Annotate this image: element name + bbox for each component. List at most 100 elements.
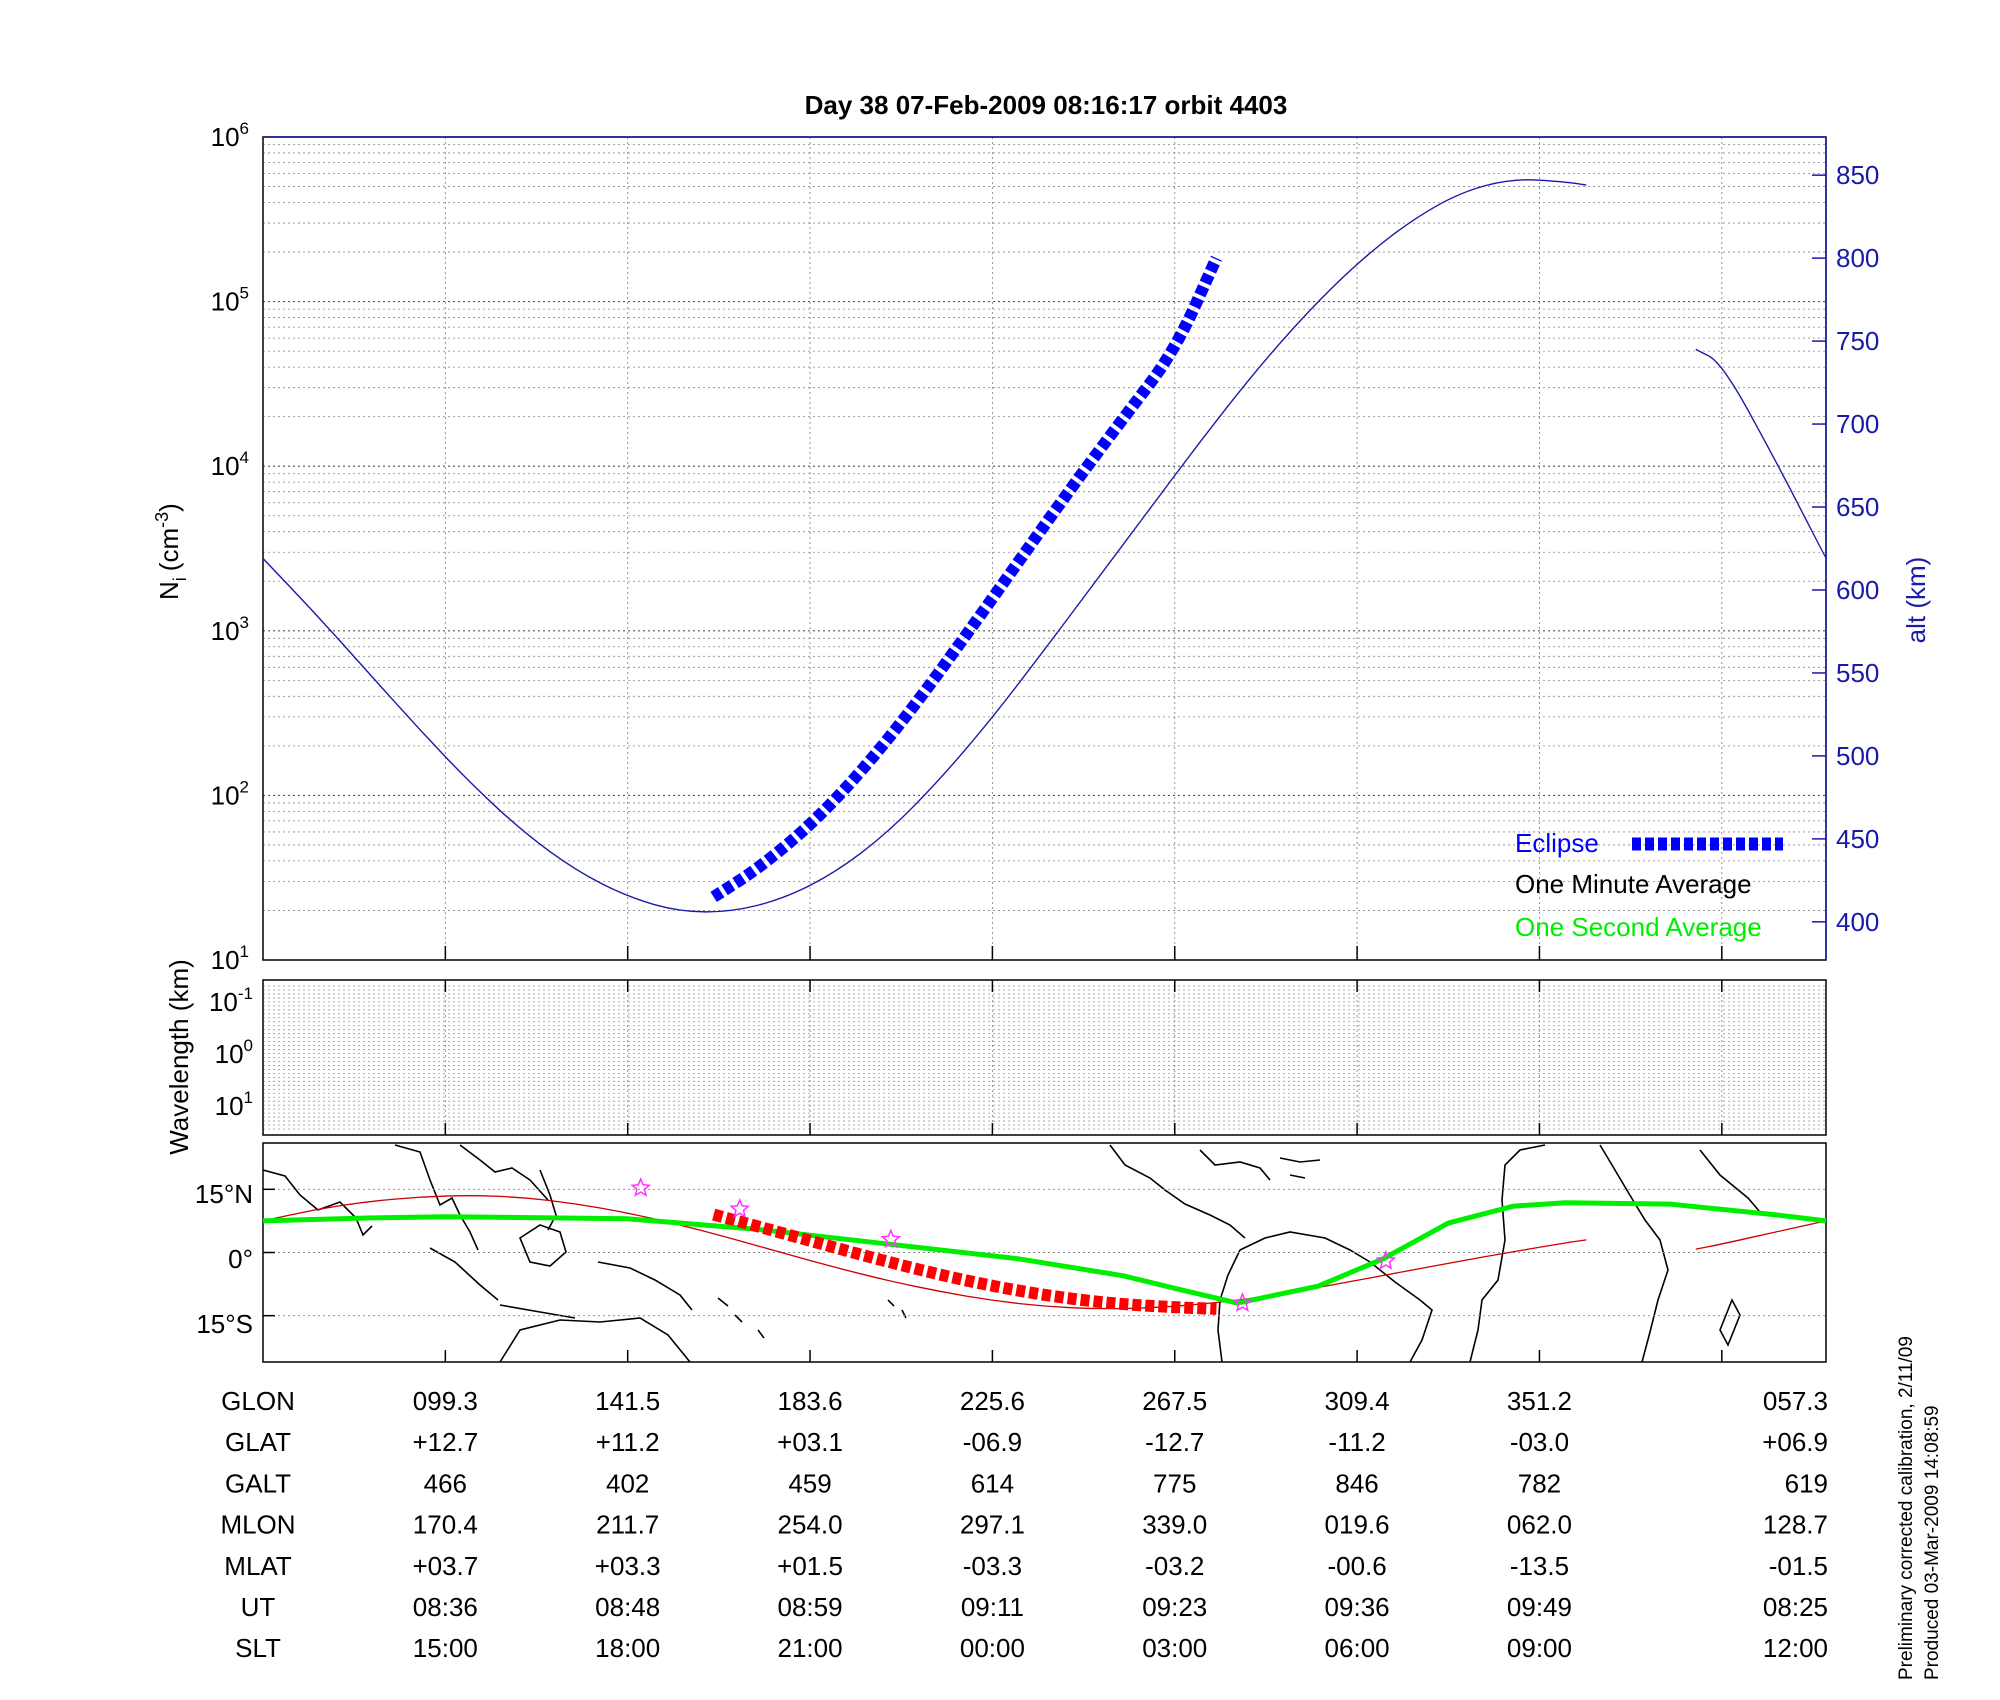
coastline-india: [262, 1169, 373, 1237]
table-cell: 170.4: [413, 1510, 478, 1540]
wavelength-plot-frame: [262, 979, 1827, 1136]
table-cell: +06.9: [1762, 1427, 1828, 1457]
ylabel-n: N: [154, 581, 184, 600]
table-row-label: UT: [241, 1592, 276, 1622]
table-cell: -03.3: [963, 1551, 1022, 1581]
y2-tick-label: 500: [1836, 741, 1879, 771]
table-cell: 08:48: [595, 1592, 660, 1622]
table-cell: -06.9: [963, 1427, 1022, 1457]
table-cell: 06:00: [1325, 1633, 1390, 1663]
coastlines: [262, 1144, 1761, 1363]
map-tick-15n: 15°N: [195, 1179, 253, 1209]
coastline-china: [459, 1144, 549, 1201]
y2-tick-label: 700: [1836, 409, 1879, 439]
map-series: [262, 1177, 1827, 1315]
wavelength-ticks: 10-1 100 101: [209, 984, 253, 1121]
table-cell: 08:25: [1763, 1592, 1828, 1622]
legend-one-minute-label: One Minute Average: [1515, 869, 1752, 899]
table-cell: 03:00: [1142, 1633, 1207, 1663]
one-second-line: [262, 1200, 1827, 1306]
density-panel: 101 102 103 104 105 106 400 450 500 550 600 650 700…: [152, 119, 1931, 975]
table-cell: 128.7: [1763, 1510, 1828, 1540]
coastline-islands: [717, 1297, 907, 1339]
y-tick-label: 101: [211, 942, 249, 975]
table-cell: 08:36: [413, 1592, 478, 1622]
altitude-line: [1695, 348, 1827, 559]
table-cell: 211.7: [596, 1510, 659, 1540]
coastline-new-guinea: [597, 1261, 693, 1311]
star-marker: [1232, 1292, 1253, 1312]
coastline-madagascar: [1719, 1298, 1741, 1347]
coastline-caribbean: [1279, 1157, 1321, 1179]
footnote-calibration: Preliminary corrected calibration, 2/11/…: [1896, 1336, 1917, 1680]
wavelength-panel: 10-1 100 101 Wavelength (km): [164, 959, 1827, 1155]
table-cell: 00:00: [960, 1633, 1025, 1663]
table-row-label: MLON: [220, 1510, 295, 1540]
ephemeris-table: GLON 099.3 141.5 183.6 225.6 267.5 309.4 351.2 0…: [220, 1386, 1828, 1663]
table-cell: -03.2: [1145, 1551, 1204, 1581]
left-axis-ticks: 101 102 103 104 105 106: [211, 119, 249, 975]
table-cell: 351.2: [1507, 1386, 1572, 1416]
table-cell: 09:23: [1142, 1592, 1207, 1622]
table-row-label: GALT: [225, 1468, 291, 1498]
star-marker: [729, 1198, 751, 1218]
ylabel-sub: i: [170, 577, 190, 581]
ylabel-close: ): [154, 503, 184, 512]
orbit-track-line: [1695, 1220, 1827, 1250]
table-cell: -01.5: [1769, 1551, 1828, 1581]
coastline-indochina: [394, 1144, 479, 1251]
table-cell: -12.7: [1145, 1427, 1204, 1457]
table-cell: 846: [1335, 1468, 1378, 1498]
chart-title: Day 38 07-Feb-2009 08:16:17 orbit 4403: [805, 90, 1288, 120]
table-cell: 183.6: [778, 1386, 843, 1416]
table-cell: 775: [1153, 1468, 1196, 1498]
table-cell: 309.4: [1325, 1386, 1390, 1416]
table-cell: 254.0: [778, 1510, 843, 1540]
coastline-north-america: [1109, 1144, 1246, 1239]
y2-tick-label: 650: [1836, 492, 1879, 522]
altitude-line: [262, 179, 1587, 913]
table-cell: 09:36: [1325, 1592, 1390, 1622]
ylabel-density: Ni (cm-3): [152, 503, 190, 600]
table-cell: 057.3: [1763, 1386, 1828, 1416]
table-cell: +03.7: [412, 1551, 478, 1581]
wavelength-tick-1: 10-1: [209, 984, 253, 1017]
coastline-mexico: [1199, 1149, 1271, 1181]
table-cell: +11.2: [596, 1427, 660, 1457]
footnote-produced: Produced 03-Mar-2009 14:08:59: [1922, 1405, 1943, 1680]
legend-one-second-label: One Second Average: [1515, 912, 1762, 942]
table-cell: 18:00: [595, 1633, 660, 1663]
ylabel-wavelength: Wavelength (km): [164, 959, 194, 1155]
map-grid: [263, 1188, 1826, 1362]
y-tick-label: 103: [211, 613, 249, 646]
table-cell: 614: [971, 1468, 1014, 1498]
table-cell: 09:11: [961, 1592, 1024, 1622]
table-cell: 267.5: [1142, 1386, 1207, 1416]
star-marker: [880, 1228, 902, 1249]
table-cell: 402: [606, 1468, 649, 1498]
y2-tick-label: 850: [1836, 160, 1879, 190]
y2-tick-label: 450: [1836, 824, 1879, 854]
table-cell: 466: [424, 1468, 467, 1498]
coastline-borneo: [519, 1224, 567, 1267]
table-cell: 297.1: [960, 1510, 1025, 1540]
y-tick-label: 105: [211, 284, 249, 317]
coastline-sumatra: [429, 1247, 499, 1301]
table-cell: 21:00: [778, 1633, 843, 1663]
star-marker: [630, 1177, 652, 1197]
orbit-track-line: [262, 1195, 1587, 1310]
table-row-label: GLAT: [225, 1427, 291, 1457]
y2-tick-label: 750: [1836, 326, 1879, 356]
density-series: [262, 179, 1827, 913]
table-cell: 141.5: [595, 1386, 660, 1416]
wavelength-tick-3: 101: [215, 1088, 253, 1121]
table-cell: 12:00: [1763, 1633, 1828, 1663]
table-cell: 782: [1518, 1468, 1561, 1498]
legend-eclipse-label: Eclipse: [1515, 828, 1599, 858]
table-cell: 225.6: [960, 1386, 1025, 1416]
table-row-label: SLT: [235, 1633, 281, 1663]
table-cell: +01.5: [777, 1551, 843, 1581]
y2-tick-label: 400: [1836, 907, 1879, 937]
table-cell: +03.3: [595, 1551, 661, 1581]
